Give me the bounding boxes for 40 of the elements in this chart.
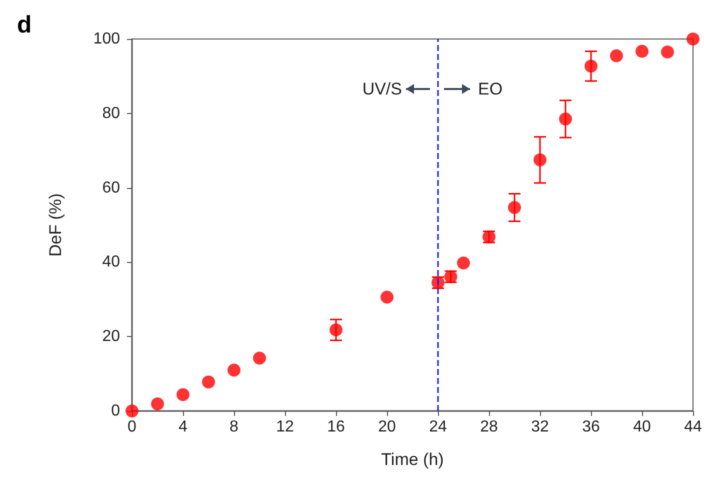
point <box>584 60 598 73</box>
point <box>228 364 240 377</box>
x-tick-label: 36 <box>582 418 600 436</box>
point <box>457 256 470 270</box>
x-tick-label: 20 <box>378 418 396 436</box>
point <box>176 388 190 402</box>
x-tick-label: 40 <box>633 418 651 436</box>
x-tick-label: 12 <box>276 418 294 436</box>
x-tick-label: 32 <box>531 418 549 436</box>
y-tick-label: 0 <box>111 402 120 420</box>
x-tick-label: 8 <box>230 418 239 436</box>
y-tick-label: 20 <box>102 328 120 346</box>
point <box>508 201 521 214</box>
y-tick-label: 40 <box>102 254 120 271</box>
point <box>151 397 164 410</box>
x-tick-label: 4 <box>178 418 188 436</box>
x-tick-label: 28 <box>480 418 498 436</box>
chart-title: d <box>17 12 32 38</box>
x-axis-title: Time (h) <box>381 450 444 469</box>
point <box>661 46 674 59</box>
point <box>202 375 215 388</box>
x-tick-label: 0 <box>128 418 137 436</box>
y-axis-title: DeF (%) <box>46 193 65 257</box>
x-tick-label: 44 <box>684 418 702 436</box>
annotation: UV/S <box>362 80 402 98</box>
point <box>686 32 700 46</box>
point <box>380 290 394 304</box>
point <box>636 44 648 58</box>
point <box>534 153 546 166</box>
x-tick-label: 24 <box>429 418 447 436</box>
y-tick-label: 100 <box>93 30 120 48</box>
y-tick-label: 60 <box>102 179 120 196</box>
point <box>559 112 572 126</box>
annotation: EO <box>478 80 503 98</box>
x-tick-label: 16 <box>327 418 345 436</box>
point <box>253 352 266 365</box>
point <box>330 323 342 336</box>
y-tick-label: 80 <box>102 104 120 122</box>
point <box>610 49 623 62</box>
point <box>126 404 138 418</box>
